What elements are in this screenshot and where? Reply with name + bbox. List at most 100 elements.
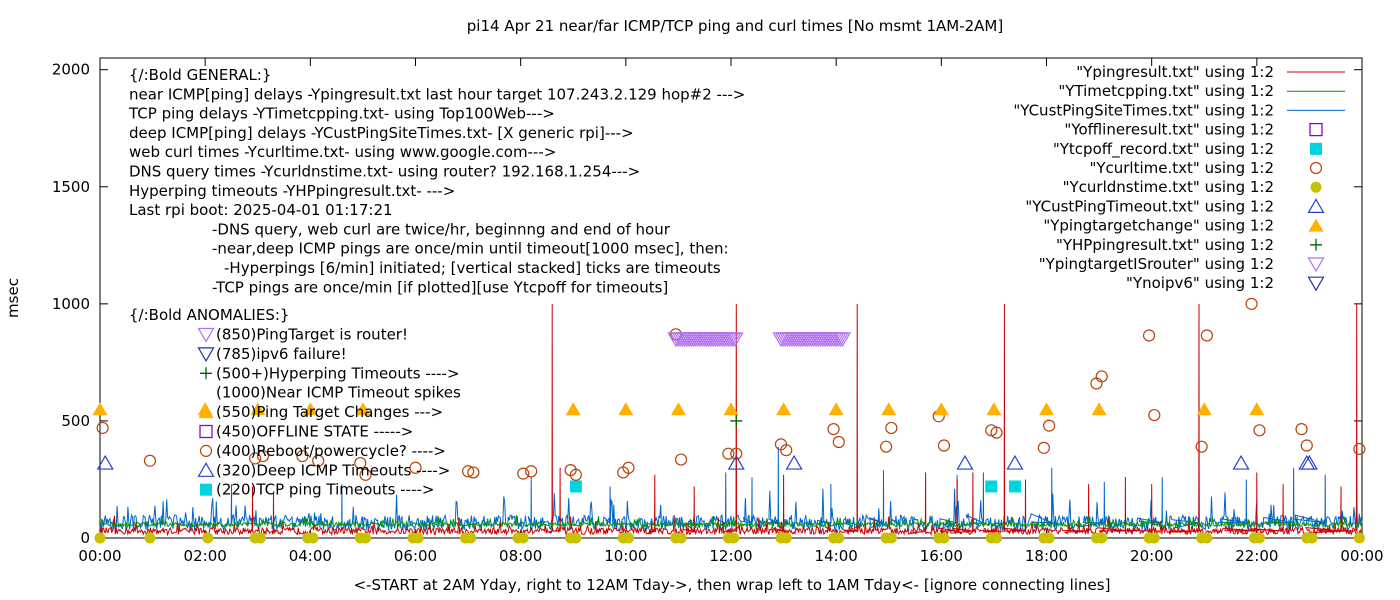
x-tick-label: 00:00 — [1340, 547, 1383, 565]
legend-entry-label: "Ycurltime.txt" using 1:2 — [1089, 159, 1274, 177]
marker-tcpoff-square — [1310, 142, 1322, 155]
marker-deep-timeout-triangle — [96, 454, 114, 470]
anomaly-item: (320)Deep ICMP Timeouts ----> — [216, 461, 450, 479]
x-tick-label: 02:00 — [184, 547, 227, 565]
annotation-line: near ICMP[ping] delays -Ypingresult.txt … — [129, 85, 745, 103]
legend-entry-label: "YCustPingSiteTimes.txt" using 1:2 — [1013, 101, 1274, 119]
y-axis: 0 500 1000 1500 2000 — [52, 61, 1362, 547]
marker-target-change-triangle — [1308, 218, 1324, 232]
annotation-line: -near,deep ICMP pings are once/min until… — [212, 240, 729, 258]
marker-dns-dot — [202, 532, 214, 544]
marker-curl-circle — [1253, 424, 1266, 437]
series-line-ytimetcpping — [99, 515, 1363, 529]
marker-target-change-triangle — [92, 402, 108, 416]
marker-offline-square — [1309, 122, 1323, 137]
series-line-ycustpingsitetimes — [99, 446, 1363, 532]
marker-dns-dot — [1253, 532, 1265, 544]
y-axis-label: msec — [4, 278, 22, 318]
marker-target-change-triangle — [776, 402, 792, 416]
marker-dns-dot — [833, 532, 845, 544]
y-tick-label: 1000 — [52, 295, 90, 313]
legend-entry-label: "Ypingresult.txt" using 1:2 — [1076, 63, 1274, 81]
marker-dns-dot — [938, 532, 950, 544]
marker-target-change-triangle — [723, 402, 739, 416]
marker-curl-circle — [1142, 329, 1156, 342]
marker-dns-dot — [1096, 532, 1108, 544]
y-tick-label: 0 — [80, 529, 90, 547]
marker-target-change-triangle — [618, 402, 634, 416]
anomaly-item: (450)OFFLINE STATE -----> — [216, 423, 413, 441]
legend-entry-label: "Ypingtargetchange" using 1:2 — [1043, 217, 1274, 235]
marker-series-layer — [92, 297, 1366, 544]
marker-dns-dot — [675, 532, 687, 544]
annotation-line: web curl times -Ycurltime.txt- using www… — [129, 143, 556, 161]
marker-curl-circle — [827, 423, 840, 436]
x-tick-label: 20:00 — [1130, 547, 1173, 565]
marker-curl-circle — [1353, 442, 1366, 456]
marker-curl-circle — [312, 454, 325, 467]
x-tick-label: 18:00 — [1025, 547, 1068, 565]
marker-deep-timeout-triangle — [1298, 454, 1316, 470]
marker-dns-dot — [1043, 532, 1055, 544]
marker-offline-square — [199, 424, 213, 439]
marker-curl-circle — [256, 449, 270, 463]
marker-target-change-triangle — [250, 402, 266, 416]
x-tick-label: 22:00 — [1235, 547, 1278, 565]
y-tick-label: 2000 — [52, 61, 90, 79]
anomaly-item: (785)ipv6 failure! — [216, 345, 347, 363]
marker-curl-circle — [461, 465, 475, 478]
anomaly-item: (220)TCP ping Timeouts ----> — [216, 481, 434, 499]
marker-dns-dot — [517, 532, 529, 544]
marker-deep-timeout-triangle — [1300, 454, 1318, 470]
marker-curl-circle — [622, 461, 635, 474]
marker-curl-circle — [1300, 439, 1313, 452]
x-tick-label: 12:00 — [709, 547, 752, 565]
marker-dns-dot — [780, 532, 792, 544]
series-line-ypingresult — [99, 303, 1363, 537]
marker-curl-circle — [880, 440, 893, 453]
legend-entry-label: "YpingtargetISrouter" using 1:2 — [1039, 255, 1274, 273]
marker-dns-dot — [94, 532, 106, 544]
marker-target-change-triangle — [881, 402, 897, 416]
y-tick-label: 1500 — [52, 178, 90, 196]
marker-curl-circle — [517, 467, 530, 480]
annotation-block: {/:Bold GENERAL:}near ICMP[ping] delays … — [128, 66, 745, 499]
marker-tcpoff-square — [569, 480, 582, 493]
x-tick-label: 16:00 — [920, 547, 963, 565]
marker-deep-timeout-triangle — [727, 454, 745, 470]
marker-target-change-triangle — [302, 402, 318, 416]
marker-dns-dot — [144, 532, 156, 544]
marker-deep-timeout-triangle — [1232, 454, 1250, 470]
legend: "Ypingresult.txt" using 1:2"YTimetcpping… — [1013, 63, 1345, 292]
marker-curl-circle — [296, 449, 309, 463]
legend-entry-label: "Ytcpoff_record.txt" using 1:2 — [1053, 140, 1274, 159]
marker-deep-timeout-triangle — [956, 454, 974, 470]
marker-dns-dot — [1353, 532, 1365, 544]
marker-deep-timeout-triangle — [1307, 198, 1325, 213]
marker-noipv6-triangle — [1307, 276, 1325, 292]
marker-target-change-triangle — [1039, 402, 1054, 416]
marker-target-change-triangle — [828, 402, 844, 416]
anomaly-item: (1000)Near ICMP Timeout spikes — [216, 384, 461, 402]
annotation-line: -Hyperpings [6/min] initiated; [vertical… — [224, 259, 721, 277]
marker-tcpoff-square — [985, 480, 998, 493]
marker-deep-timeout-triangle — [197, 462, 215, 477]
marker-curl-circle — [525, 465, 538, 478]
x-tick-label: 08:00 — [499, 547, 542, 565]
marker-is-router-triangle — [1307, 257, 1325, 273]
marker-target-change-triangle — [198, 405, 214, 419]
marker-target-change-triangle — [986, 402, 1002, 416]
anomalies-title: {/:Bold ANOMALIES:} — [129, 306, 289, 324]
legend-entry-label: "YCustPingTimeout.txt" using 1:2 — [1025, 197, 1274, 215]
marker-dns-dot — [570, 532, 582, 544]
x-tick-label: 06:00 — [394, 547, 437, 565]
marker-curl-circle — [669, 328, 682, 341]
legend-entry-label: "Yofflineresult.txt" using 1:2 — [1064, 121, 1274, 139]
x-tick-label: 10:00 — [604, 547, 647, 565]
legend-entry-label: "Ynoipv6" using 1:2 — [1126, 274, 1274, 292]
annotation-line: -DNS query, web curl are twice/hr, begin… — [212, 220, 671, 238]
marker-curl-circle — [467, 466, 480, 479]
marker-dns-dot — [1201, 532, 1213, 544]
annotation-line: Hyperping timeouts -YHPpingresult.txt- -… — [129, 182, 455, 200]
marker-curl-circle — [1245, 297, 1258, 310]
